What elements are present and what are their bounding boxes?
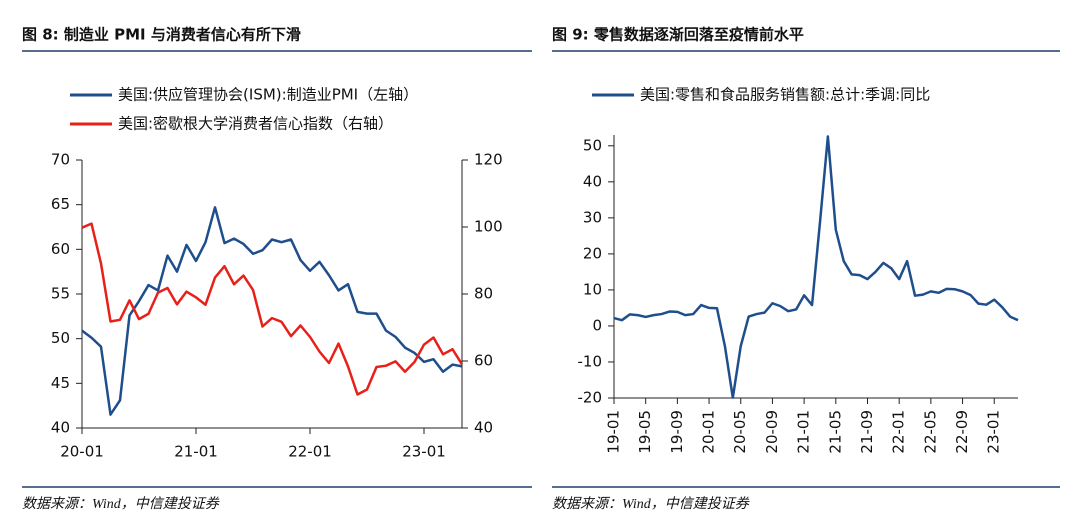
y-tick-label: -10 xyxy=(578,352,603,370)
source: 数据来源：Wind，中信建投证券 xyxy=(22,496,220,512)
x-tick-label: 21-01 xyxy=(795,410,813,454)
y2-tick-label: 100 xyxy=(474,218,503,236)
y-tick-label: 30 xyxy=(583,208,602,226)
y-tick-label: 65 xyxy=(51,195,70,213)
line-series xyxy=(81,222,464,396)
x-tick-label: 20-05 xyxy=(731,410,749,454)
x-tick-label: 19-01 xyxy=(605,410,623,454)
x-tick-label: 21-09 xyxy=(858,410,876,454)
chart-title: 图 9: 零售数据逐渐回落至疫情前水平 xyxy=(552,26,804,44)
line-series xyxy=(613,135,1019,399)
y2-tick-label: 60 xyxy=(474,352,493,370)
x-tick-label: 21-05 xyxy=(826,410,844,454)
y-tick-label: 45 xyxy=(51,374,70,392)
x-tick-label: 22-01 xyxy=(288,443,332,461)
source: 数据来源：Wind，中信建投证券 xyxy=(552,496,750,512)
x-tick-label: 20-09 xyxy=(763,410,781,454)
x-tick-label: 19-09 xyxy=(668,410,686,454)
legend-label: 美国:密歇根大学消费者信心指数（右轴） xyxy=(118,115,393,133)
x-tick-label: 22-09 xyxy=(953,410,971,454)
y-tick-label: 60 xyxy=(51,240,70,258)
legend-label: 美国:供应管理协会(ISM):制造业PMI（左轴） xyxy=(118,86,418,104)
y-tick-label: 40 xyxy=(583,172,602,190)
x-tick-label: 22-05 xyxy=(921,410,939,454)
x-tick-label: 23-01 xyxy=(402,443,446,461)
y-tick-label: 20 xyxy=(583,244,602,262)
x-tick-label: 21-01 xyxy=(174,443,218,461)
y-tick-label: 10 xyxy=(583,280,602,298)
y-tick-label: 70 xyxy=(51,151,70,169)
y2-tick-label: 120 xyxy=(474,151,503,169)
y-tick-label: 50 xyxy=(583,136,602,154)
x-tick-label: 19-05 xyxy=(636,410,654,454)
line-series xyxy=(81,206,463,416)
chart-title: 图 8: 制造业 PMI 与消费者信心有所下滑 xyxy=(22,26,301,44)
x-tick-label: 22-01 xyxy=(890,410,908,454)
y-tick-label: 50 xyxy=(51,329,70,347)
y2-tick-label: 40 xyxy=(474,419,493,437)
y-tick-label: 0 xyxy=(592,316,602,334)
y-tick-label: 55 xyxy=(51,285,70,303)
x-tick-label: 20-01 xyxy=(700,410,718,454)
x-tick-label: 20-01 xyxy=(60,443,104,461)
y-tick-label: 40 xyxy=(51,419,70,437)
x-tick-label: 23-01 xyxy=(985,410,1003,454)
y-tick-label: -20 xyxy=(578,389,603,407)
y2-tick-label: 80 xyxy=(474,285,493,303)
legend-label: 美国:零售和食品服务销售额:总计:季调:同比 xyxy=(640,86,930,104)
